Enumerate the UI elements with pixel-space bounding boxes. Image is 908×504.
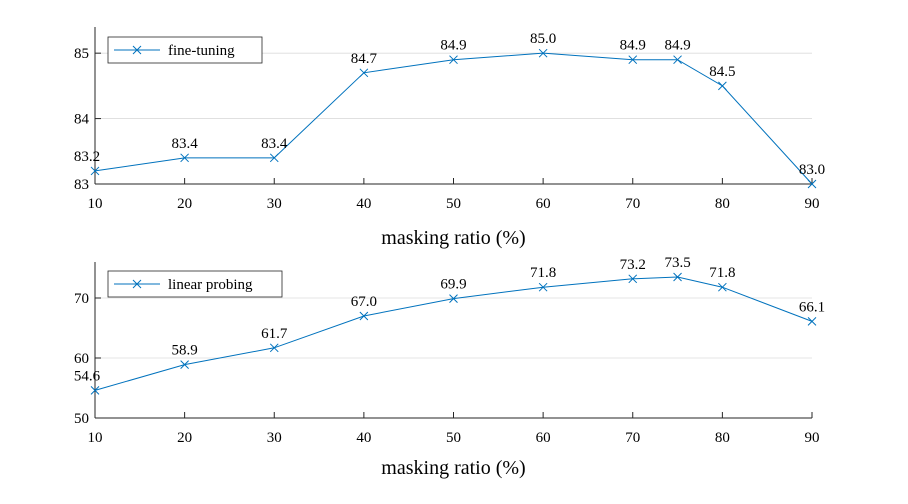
data-label: 84.9 <box>620 38 646 54</box>
x-tick-label: 60 <box>536 430 551 446</box>
x-tick-label: 40 <box>356 430 371 446</box>
x-tick-label: 10 <box>88 430 103 446</box>
x-tick-label: 20 <box>177 196 192 212</box>
series-line <box>94 276 813 391</box>
y-tick-label: 60 <box>74 351 89 367</box>
data-point <box>90 386 100 395</box>
x-marker <box>807 317 817 326</box>
legend: fine-tuning <box>107 36 263 64</box>
x-marker <box>180 360 189 369</box>
x-marker <box>807 179 817 189</box>
data-label: 83.0 <box>799 162 825 178</box>
x-marker <box>359 311 369 321</box>
x-tick-label: 90 <box>805 430 820 446</box>
x-tick-label: 30 <box>267 196 282 212</box>
data-label: 67.0 <box>351 294 377 310</box>
data-label: 71.8 <box>709 265 735 281</box>
data-label: 58.9 <box>172 343 198 359</box>
data-label: 73.5 <box>664 255 690 271</box>
x-tick-label: 10 <box>88 196 103 212</box>
data-label: 54.6 <box>74 368 101 384</box>
data-label: 85.0 <box>530 31 556 47</box>
x-axis-title: masking ratio (%) <box>381 457 525 479</box>
data-point <box>538 48 548 58</box>
data-label: 84.5 <box>709 64 735 80</box>
x-marker <box>538 282 548 292</box>
x-tick-label: 60 <box>536 196 551 212</box>
series-line <box>94 52 813 185</box>
x-tick-label: 50 <box>446 430 461 446</box>
x-marker <box>180 153 189 163</box>
x-marker <box>718 282 727 292</box>
x-marker <box>90 166 100 176</box>
x-marker <box>628 274 638 284</box>
data-point <box>359 311 369 321</box>
x-axis-title: masking ratio (%) <box>381 227 525 249</box>
data-point <box>673 272 682 282</box>
x-marker <box>538 48 548 58</box>
data-point <box>90 166 100 176</box>
x-marker <box>449 55 458 65</box>
data-point <box>180 360 189 369</box>
x-marker <box>449 294 458 303</box>
data-point <box>807 317 817 326</box>
data-point <box>180 153 189 163</box>
data-label: 73.2 <box>620 257 646 273</box>
x-marker <box>269 153 279 163</box>
x-marker <box>673 272 682 282</box>
chart-panel-2: 50 60 70 10 20 30 40 50 60 70 80 90 masking ratio (%… <box>74 255 825 479</box>
data-label: 83.2 <box>74 149 100 165</box>
x-tick-label: 30 <box>267 430 282 446</box>
data-label: 71.8 <box>530 265 556 281</box>
y-tick-label: 50 <box>74 411 89 427</box>
data-point <box>628 55 638 65</box>
x-marker <box>628 55 638 65</box>
data-point <box>628 274 638 284</box>
data-point <box>807 179 817 189</box>
data-point <box>673 55 682 65</box>
data-point <box>538 282 548 292</box>
legend: linear probing <box>107 270 283 298</box>
data-point <box>269 153 279 163</box>
data-point <box>718 81 727 91</box>
data-point <box>449 294 458 303</box>
y-tick-label: 83 <box>74 177 89 193</box>
x-tick-label: 20 <box>177 430 192 446</box>
x-tick-label: 50 <box>446 196 461 212</box>
y-tick-label: 84 <box>74 112 90 128</box>
x-marker <box>269 343 279 353</box>
x-marker <box>673 55 682 65</box>
legend-marker <box>132 279 142 289</box>
x-tick-label: 70 <box>625 430 640 446</box>
data-label: 61.7 <box>261 326 288 342</box>
data-point <box>449 55 458 65</box>
x-marker <box>718 81 727 91</box>
x-tick-label: 80 <box>715 196 730 212</box>
x-tick-label: 40 <box>356 196 371 212</box>
x-tick-label: 70 <box>625 196 640 212</box>
data-label: 84.7 <box>351 51 378 67</box>
data-label: 69.9 <box>440 277 466 293</box>
data-point <box>718 282 727 292</box>
legend-label: linear probing <box>168 277 253 293</box>
legend-label: fine-tuning <box>168 43 235 59</box>
x-marker <box>359 68 369 78</box>
data-label: 83.4 <box>172 136 199 152</box>
legend-marker <box>132 45 142 55</box>
x-tick-label: 90 <box>805 196 820 212</box>
x-marker <box>90 386 100 395</box>
data-label: 84.9 <box>440 38 466 54</box>
data-point <box>269 343 279 353</box>
data-point <box>359 68 369 78</box>
y-tick-label: 85 <box>74 46 89 62</box>
data-label: 84.9 <box>664 38 690 54</box>
data-label: 83.4 <box>261 136 288 152</box>
x-tick-label: 80 <box>715 430 730 446</box>
data-label: 66.1 <box>799 299 825 315</box>
y-tick-label: 70 <box>74 291 89 307</box>
chart-panel-1: 83 84 85 10 20 30 40 50 60 70 80 90 masking ratio (%… <box>74 27 825 249</box>
